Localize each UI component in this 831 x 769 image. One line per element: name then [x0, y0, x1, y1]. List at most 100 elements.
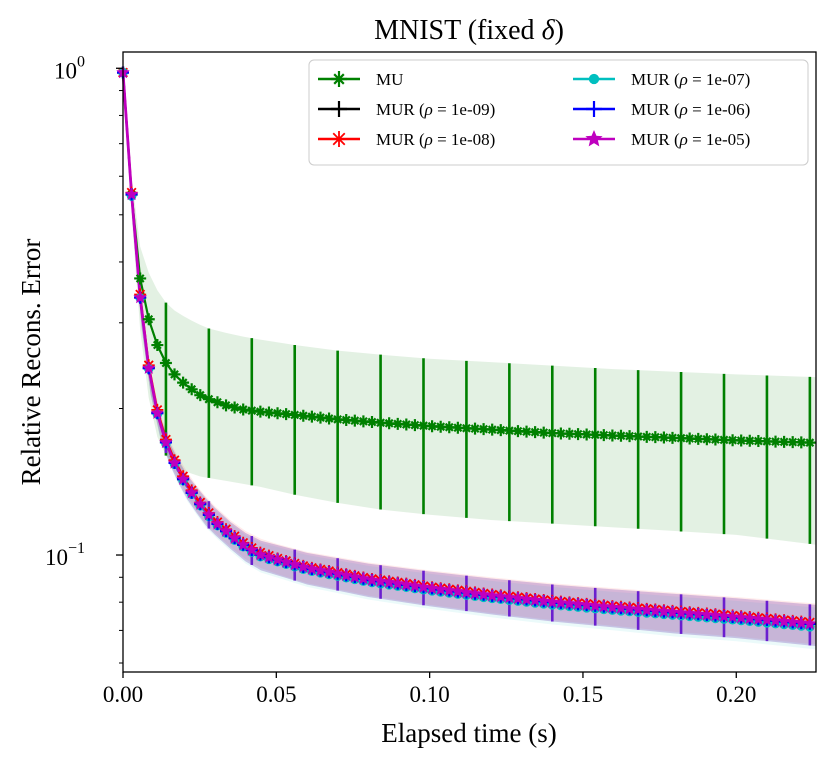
marker-series-0 — [228, 401, 241, 414]
marker-series-5 — [210, 516, 225, 530]
marker-series-5 — [562, 596, 577, 610]
marker-series-0 — [348, 414, 361, 427]
marker-series-0 — [778, 435, 791, 448]
marker-series-0 — [194, 389, 207, 402]
marker-series-0 — [735, 434, 748, 447]
marker-series-0 — [486, 423, 499, 436]
legend-entries: MU MUR (ρ = 1e-07)MUR (ρ = 1e-09) MUR (ρ =… — [318, 70, 750, 149]
legend-label-suffix: = 1e-07) — [688, 70, 750, 89]
marker-series-0 — [314, 411, 327, 424]
marker-series-0 — [262, 406, 275, 419]
marker-series-5 — [468, 586, 482, 600]
marker-series-5 — [691, 607, 705, 620]
y-axis-label: Relative Recons. Error — [16, 239, 46, 486]
marker-series-0 — [494, 424, 507, 437]
marker-series-5 — [631, 602, 645, 616]
band-series-0 — [123, 72, 816, 545]
chart-title-suffix: ) — [555, 15, 564, 46]
legend-label-symbol: ρ — [679, 70, 688, 89]
marker-series-0 — [220, 399, 233, 412]
marker-series-5 — [159, 435, 173, 449]
marker-series-5 — [648, 603, 663, 617]
marker-series-0 — [640, 430, 653, 443]
marker-series-5 — [682, 606, 697, 620]
marker-series-5 — [150, 406, 165, 419]
marker-series-5 — [176, 472, 190, 485]
marker-series-5 — [313, 563, 328, 577]
markers-series-5 — [116, 65, 817, 630]
marker-series-5 — [519, 592, 534, 606]
marker-series-0 — [529, 426, 542, 439]
marker-series-0 — [237, 403, 250, 416]
marker-series-0 — [297, 409, 310, 422]
x-tick-label: 0.05 — [256, 682, 296, 707]
legend-label-prefix: MUR ( — [631, 70, 680, 89]
marker-series-0 — [159, 357, 172, 370]
marker-series-0 — [537, 426, 550, 439]
marker-series-0 — [211, 396, 224, 409]
legend-entry: MUR (ρ = 1e-06) — [573, 100, 750, 119]
marker-series-0 — [718, 433, 731, 446]
marker-series-5 — [339, 568, 353, 582]
marker-series-5 — [597, 599, 611, 613]
marker-series-0 — [769, 435, 782, 448]
marker-series-0 — [323, 412, 336, 425]
marker-series-0 — [168, 368, 181, 381]
legend-entry: MUR (ρ = 1e-07) — [573, 70, 750, 89]
x-tick-label: 0.15 — [563, 682, 603, 707]
marker-series-0 — [760, 435, 773, 448]
marker-series-5 — [545, 595, 559, 608]
marker-series-5 — [184, 485, 199, 499]
marker-series-0 — [245, 404, 258, 417]
legend-label-suffix: = 1e-06) — [688, 100, 750, 119]
chart-title-prefix: MNIST (fixed — [374, 15, 541, 46]
marker-series-5 — [588, 598, 602, 612]
legend-label: MUR (ρ = 1e-09) — [376, 100, 495, 119]
legend-entry: MUR (ρ = 1e-09) — [318, 100, 495, 119]
marker-series-0 — [572, 428, 585, 441]
marker-series-0 — [563, 427, 576, 440]
marker-series-5 — [373, 574, 388, 588]
marker-series-5 — [356, 571, 371, 585]
legend-handle-marker — [331, 101, 347, 117]
marker-series-5 — [133, 290, 147, 304]
error-bars — [164, 302, 812, 646]
legend-label-prefix: MU — [376, 70, 403, 89]
legend-label-symbol: ρ — [679, 130, 688, 149]
marker-series-5 — [442, 583, 456, 597]
marker-series-5 — [408, 579, 422, 592]
marker-series-0 — [623, 430, 636, 443]
marker-series-0 — [151, 339, 164, 352]
marker-series-5 — [494, 589, 508, 603]
chart-title-symbol: δ — [542, 15, 556, 46]
marker-series-5 — [622, 601, 637, 615]
legend-label: MUR (ρ = 1e-07) — [631, 70, 750, 89]
x-axis-ticks: 0.00 0.05 0.10 0.15 0.20 — [103, 672, 756, 707]
marker-series-5 — [433, 582, 448, 596]
marker-series-5 — [528, 593, 542, 607]
marker-series-5 — [236, 537, 250, 551]
marker-series-5 — [717, 609, 731, 622]
legend-label-prefix: MUR ( — [631, 130, 680, 149]
marker-series-5 — [262, 550, 276, 563]
marker-series-5 — [785, 615, 800, 629]
marker-series-0 — [451, 421, 464, 434]
marker-series-0 — [460, 422, 473, 435]
marker-series-5 — [614, 601, 628, 614]
marker-series-5 — [700, 607, 714, 621]
marker-series-5 — [451, 584, 465, 598]
marker-series-5 — [219, 524, 233, 537]
legend: MU MUR (ρ = 1e-07)MUR (ρ = 1e-09) MUR (ρ =… — [308, 59, 809, 166]
marker-series-5 — [382, 575, 396, 589]
marker-series-5 — [751, 612, 766, 625]
legend-label: MUR (ρ = 1e-05) — [631, 130, 750, 149]
legend-label-prefix: MUR ( — [376, 130, 425, 149]
legend-label-suffix: = 1e-05) — [688, 130, 750, 149]
y-tick-base: 10 — [54, 58, 77, 83]
marker-series-5 — [743, 611, 757, 625]
y-tick-exponent: −1 — [68, 540, 85, 557]
marker-series-0 — [743, 434, 756, 447]
marker-series-0 — [202, 393, 215, 406]
marker-series-5 — [279, 555, 293, 568]
marker-series-5 — [803, 616, 817, 630]
